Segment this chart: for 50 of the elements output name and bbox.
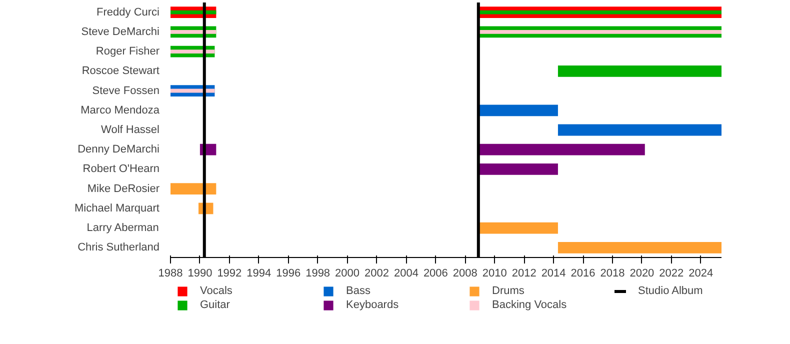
bar	[170, 30, 216, 34]
x-tick-label: 1988	[158, 268, 183, 280]
bar	[558, 242, 722, 254]
x-tick-label: 2000	[335, 268, 360, 280]
y-tick-label: Chris Sutherland	[78, 242, 160, 254]
bar	[478, 222, 558, 234]
x-tick-label: 2002	[364, 268, 390, 280]
legend-label: Studio Album	[638, 285, 704, 297]
bar	[170, 183, 216, 195]
bar	[558, 65, 722, 77]
x-tick-label: 2006	[423, 268, 448, 280]
bar	[558, 124, 722, 136]
bar	[478, 164, 558, 175]
x-tick-label: 2008	[452, 268, 478, 280]
x-tick-label: 2020	[630, 268, 654, 280]
legend-label: Bass	[346, 285, 372, 297]
legend-label: Drums	[492, 285, 526, 297]
y-tick-label: Freddy Curci	[96, 6, 160, 18]
legend-label: Keyboards	[346, 299, 400, 311]
y-tick-label: Roger Fisher	[96, 46, 160, 58]
bar	[170, 50, 215, 54]
x-tick-label: 2024	[688, 268, 714, 280]
x-tick-label: 2016	[570, 268, 596, 280]
x-tick-label: 2014	[541, 268, 566, 280]
x-tick-label: 2018	[600, 268, 625, 280]
x-tick-label: 2004	[394, 268, 418, 280]
x-tick-label: 1990	[188, 268, 212, 280]
y-tick-label: Steve DeMarchi	[81, 26, 160, 38]
x-tick-label: 1996	[276, 268, 301, 280]
legend-label: Guitar	[200, 299, 231, 311]
x-tick-label: 1992	[217, 268, 242, 280]
y-tick-label: Marco Mendoza	[80, 104, 160, 116]
x-tick-label: 2022	[659, 268, 684, 280]
x-tick-label: 2012	[512, 268, 536, 280]
legend-label: Vocals	[200, 285, 234, 297]
y-tick-label: Robert O'Hearn	[82, 163, 160, 176]
y-tick-label: Denny DeMarchi	[78, 144, 160, 156]
y-tick-label: Steve Fossen	[92, 84, 160, 97]
y-tick-label: Wolf Hassel	[101, 124, 160, 136]
legend-label: Backing Vocals	[492, 299, 568, 311]
y-tick-label: Larry Aberman	[86, 222, 159, 234]
y-tick-label: Michael Marquart	[74, 202, 160, 214]
bar	[478, 104, 558, 116]
y-tick-label: Roscoe Stewart	[82, 65, 160, 78]
x-tick-label: 1994	[246, 268, 272, 280]
x-tick-label: 2010	[482, 268, 507, 280]
bar	[478, 30, 722, 34]
bar	[478, 144, 645, 156]
x-tick-label: 1998	[306, 268, 330, 280]
y-tick-label: Mike DeRosier	[87, 182, 160, 195]
